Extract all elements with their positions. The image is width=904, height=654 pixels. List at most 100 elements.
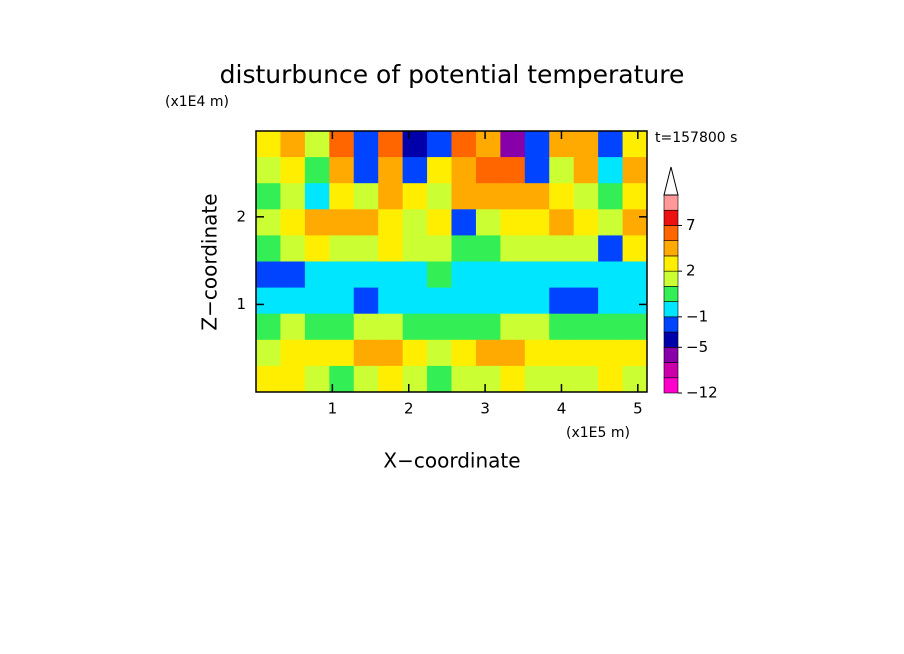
- contour-cell: [573, 261, 599, 289]
- contour-cell: [402, 261, 428, 289]
- contour-cell: [598, 339, 624, 367]
- contour-cell: [304, 235, 330, 262]
- contour-cell: [598, 131, 624, 158]
- contour-cell: [402, 183, 428, 210]
- contour-cell: [427, 261, 452, 289]
- chart-title: disturbunce of potential temperature: [220, 60, 685, 89]
- contour-cell: [598, 261, 624, 289]
- contour-cell: [451, 235, 477, 262]
- contour-cell: [500, 131, 526, 158]
- contour-cell: [402, 313, 428, 341]
- contour-cell: [402, 131, 428, 158]
- colorbar-segment: [663, 255, 679, 272]
- contour-cell: [573, 131, 599, 158]
- contour-cell: [329, 131, 355, 158]
- contour-cell: [256, 339, 281, 367]
- colorbar-tick-label: −12: [686, 384, 718, 402]
- contour-cell: [598, 157, 624, 184]
- x-tick-label: 5: [633, 400, 643, 418]
- contour-cell: [353, 157, 379, 184]
- contour-cell: [549, 157, 575, 184]
- x-axis-label: X−coordinate: [383, 449, 520, 473]
- contour-cell: [622, 287, 648, 315]
- contour-cell: [549, 235, 575, 262]
- contour-cell: [402, 209, 428, 236]
- contour-cell: [329, 287, 355, 315]
- colorbar-tick-label: 7: [686, 216, 696, 234]
- x-tick-label: 4: [557, 400, 567, 418]
- contour-cell: [573, 235, 599, 262]
- contour-cell: [304, 183, 330, 210]
- contour-cell: [304, 131, 330, 158]
- contour-cell: [353, 183, 379, 210]
- time-label: t=157800 s: [655, 130, 737, 146]
- contour-cell: [622, 235, 648, 262]
- contour-cell: [598, 287, 624, 315]
- contour-cell: [353, 131, 379, 158]
- colorbar-segment: [663, 377, 679, 394]
- plot-frame: [255, 130, 648, 393]
- contour-cell: [475, 209, 501, 236]
- contour-cell: [353, 235, 379, 262]
- colorbar-segment: [663, 209, 679, 226]
- contour-cell: [304, 287, 330, 315]
- contour-cell: [280, 313, 306, 341]
- contour-cell: [598, 313, 624, 341]
- contour-cell: [451, 261, 477, 289]
- colorbar-segment: [663, 270, 679, 287]
- contour-cell: [524, 209, 550, 236]
- contour-cell: [353, 261, 379, 289]
- contour-cell: [329, 209, 355, 236]
- contour-cell: [304, 261, 330, 289]
- contour-cell: [475, 287, 501, 315]
- contour-cell: [304, 365, 330, 393]
- contour-cell: [353, 313, 379, 341]
- contour-cell: [475, 131, 501, 158]
- y-tick-label: 1: [236, 295, 246, 313]
- contour-cell: [500, 365, 526, 393]
- contour-cell: [378, 365, 404, 393]
- contour-cell: [500, 209, 526, 236]
- contour-cell: [304, 339, 330, 367]
- contour-cell: [329, 235, 355, 262]
- contour-cell: [378, 235, 404, 262]
- contour-cell: [549, 287, 575, 315]
- contour-cell: [329, 183, 355, 210]
- contour-cell: [280, 287, 306, 315]
- contour-cell: [549, 209, 575, 236]
- contour-cell: [451, 183, 477, 210]
- contour-cell: [573, 365, 599, 393]
- contour-cell: [329, 313, 355, 341]
- contour-cell: [427, 183, 452, 210]
- x-tick-label: 2: [404, 400, 414, 418]
- contour-cell: [622, 157, 648, 184]
- colorbar-segment: [663, 316, 679, 333]
- contour-cell: [378, 339, 404, 367]
- contour-cell: [573, 287, 599, 315]
- contour-cell: [549, 261, 575, 289]
- colorbar-tick-label: 2: [686, 262, 696, 280]
- contour-cell: [622, 209, 648, 236]
- contour-cell: [256, 365, 281, 393]
- contour-cell: [353, 339, 379, 367]
- contour-cell: [256, 313, 281, 341]
- contour-cell: [256, 183, 281, 210]
- contour-cell: [329, 339, 355, 367]
- contour-cell: [622, 183, 648, 210]
- contour-cell: [304, 313, 330, 341]
- contour-cell: [402, 287, 428, 315]
- contour-cell: [280, 365, 306, 393]
- contour-cell: [378, 209, 404, 236]
- contour-cell: [549, 183, 575, 210]
- contour-cell: [427, 339, 452, 367]
- contour-cell: [329, 157, 355, 184]
- contour-cell: [402, 365, 428, 393]
- contour-cell: [256, 157, 281, 184]
- contour-cell: [451, 209, 477, 236]
- contour-cell: [378, 183, 404, 210]
- contour-cell: [500, 183, 526, 210]
- contour-cell: [280, 131, 306, 158]
- contour-cell: [427, 365, 452, 393]
- colorbar-segment: [663, 301, 679, 318]
- contour-cell: [427, 287, 452, 315]
